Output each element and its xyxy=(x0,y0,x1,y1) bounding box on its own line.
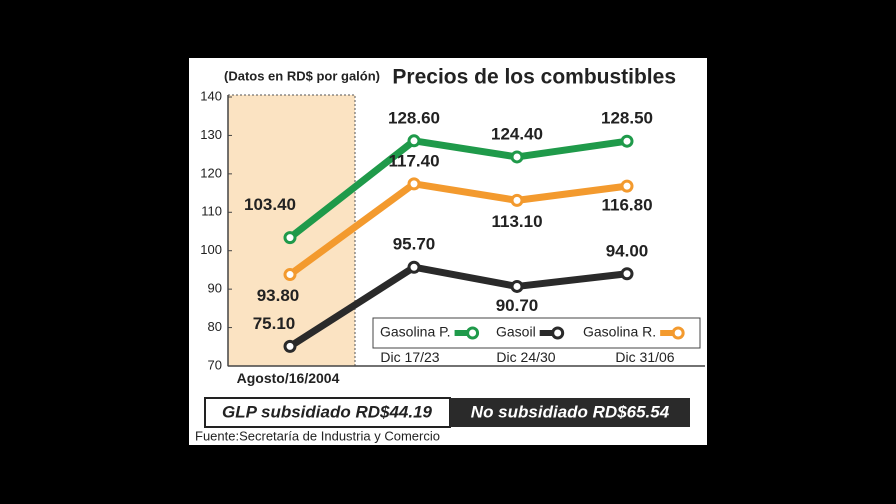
y-tick-label: 100 xyxy=(200,242,222,257)
value-label: 128.60 xyxy=(388,108,440,127)
marker xyxy=(283,268,297,282)
legend-swatch xyxy=(466,326,480,340)
value-label: 103.40 xyxy=(244,195,296,214)
marker xyxy=(283,231,297,245)
y-tick-label: 110 xyxy=(201,204,222,219)
subtitle: (Datos en RD$ por galón) xyxy=(224,68,380,83)
legend-swatch xyxy=(551,326,565,340)
value-label: 94.00 xyxy=(606,241,649,260)
value-label: 90.70 xyxy=(496,296,539,315)
marker xyxy=(407,134,421,148)
annotation-box xyxy=(450,398,690,427)
annotation: GLP subsidiado RD$44.19 xyxy=(222,402,433,421)
line xyxy=(288,263,628,350)
marker xyxy=(510,279,524,293)
y-tick-label: 90 xyxy=(208,281,222,296)
value-label: 116.80 xyxy=(601,196,652,215)
value-label: 113.10 xyxy=(491,212,542,231)
line xyxy=(287,137,628,241)
value-label: 117.40 xyxy=(388,151,439,170)
legend-swatch xyxy=(671,326,685,340)
marker xyxy=(407,177,421,191)
x-tick-label: Dic 31/06 xyxy=(615,349,675,365)
y-tick-label: 130 xyxy=(200,127,222,142)
y-tick-label: 140 xyxy=(200,88,222,103)
value-label: 124.40 xyxy=(491,124,543,143)
marker xyxy=(407,260,421,274)
y-tick-label: 120 xyxy=(200,165,222,180)
chart-title: Precios de los combustibles xyxy=(392,66,676,89)
legend-label: Gasolina P. xyxy=(380,324,451,340)
value-label: 128.50 xyxy=(601,109,653,128)
y-tick-label: 70 xyxy=(208,357,222,372)
value-label: 93.80 xyxy=(257,286,300,305)
x-tick-label: Dic 24/30 xyxy=(496,349,556,365)
marker xyxy=(620,134,634,148)
legend-label: Gasolina R. xyxy=(583,324,656,340)
annotation: No subsidiado RD$65.54 xyxy=(471,402,670,421)
marker xyxy=(510,193,524,207)
x-tick-label: Agosto/16/2004 xyxy=(236,370,340,386)
value-label: 95.70 xyxy=(393,235,436,254)
x-tick-label: Dic 17/23 xyxy=(380,349,440,365)
line xyxy=(287,180,628,278)
marker xyxy=(510,150,524,164)
legend xyxy=(372,317,701,349)
legend-label: Gasoil xyxy=(496,324,536,340)
marker xyxy=(283,339,297,353)
value-label: 75.10 xyxy=(253,314,296,333)
marker xyxy=(620,267,634,281)
source: Fuente:Secretaría de Industria y Comerci… xyxy=(195,428,440,443)
y-tick-label: 80 xyxy=(208,319,222,334)
marker xyxy=(620,179,634,193)
